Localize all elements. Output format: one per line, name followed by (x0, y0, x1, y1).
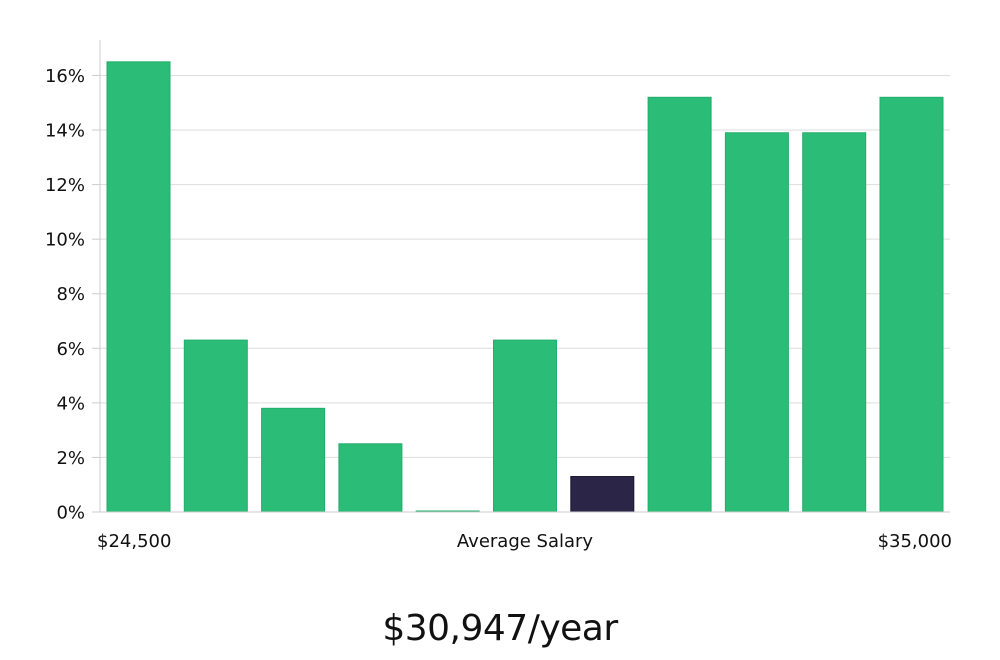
bar (338, 443, 403, 513)
y-tick-label: 4% (56, 393, 85, 414)
bar (261, 407, 326, 513)
y-tick-label: 14% (45, 121, 85, 142)
bar (647, 96, 712, 513)
bar-highlighted (570, 476, 635, 513)
y-tick-label: 10% (45, 230, 85, 251)
x-label-min: $24,500 (97, 531, 171, 552)
bars (106, 61, 944, 513)
y-tick-label: 6% (56, 339, 85, 360)
bar (879, 96, 944, 513)
bar (183, 339, 248, 513)
y-tick-label: 8% (56, 284, 85, 305)
bar (802, 132, 867, 513)
bar (724, 132, 789, 513)
bar (493, 339, 557, 513)
bar (106, 61, 171, 513)
x-label-center: Average Salary (457, 531, 594, 552)
average-salary-value: $30,947/year (382, 608, 618, 649)
x-label-max: $35,000 (878, 531, 952, 552)
y-axis-ticks: 0% 2% 4% 6% 8% 10% 12% 14% 16% (45, 66, 100, 524)
y-tick-label: 2% (56, 448, 85, 469)
y-tick-label: 12% (45, 175, 85, 196)
salary-distribution-chart: 0% 2% 4% 6% 8% 10% 12% 14% 16% $24,500 Average S… (45, 40, 952, 552)
y-tick-label: 16% (45, 66, 85, 87)
y-tick-label: 0% (56, 503, 85, 524)
